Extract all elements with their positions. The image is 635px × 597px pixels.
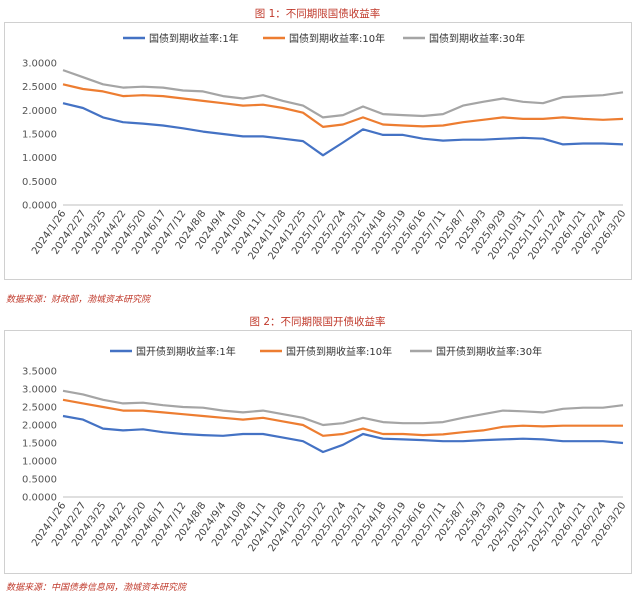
chart2-ytick-label: 2.0000 xyxy=(22,421,57,432)
chart1-source: 数据来源：财政部，渤城资本研究院 xyxy=(6,295,151,305)
chart1-ytick-label: 0.0000 xyxy=(22,201,57,212)
chart2-ytick-label: 0.5000 xyxy=(22,475,57,486)
chart2-legend-label-3: 国开债到期收益率:30年 xyxy=(436,345,542,358)
chart2-legend-label-1: 国开债到期收益率:1年 xyxy=(136,345,236,358)
chart2-ytick-label: 1.5000 xyxy=(22,439,57,450)
chart2-ytick-label: 2.5000 xyxy=(22,403,57,414)
chart2-ytick-label: 3.5000 xyxy=(22,367,57,378)
chart1-series-line-3 xyxy=(62,69,624,119)
chart1-ytick-label: 2.5000 xyxy=(22,82,57,93)
chart2-source: 数据来源：中国债券信息网，渤城资本研究院 xyxy=(6,583,187,593)
chart1-ytick-label: 1.0000 xyxy=(22,153,57,164)
chart1-legend-label-2: 国债到期收益率:10年 xyxy=(289,32,385,45)
chart2-series-line-2 xyxy=(62,398,623,437)
chart1-panel: 国债到期收益率:1年 国债到期收益率:10年 国债到期收益率:30年 3.0000 2.… xyxy=(4,22,632,280)
chart2-ytick-label: 0.0000 xyxy=(22,493,57,504)
chart1-legend-label-3: 国债到期收益率:30年 xyxy=(429,32,525,45)
chart1-series-line-2 xyxy=(62,83,624,129)
chart1-series-line-1 xyxy=(62,102,624,157)
chart2-series-line-3 xyxy=(62,389,624,427)
chart1-title: 图 1：不同期限国债收益率 xyxy=(254,8,381,20)
chart2-ytick-label: 1.0000 xyxy=(22,457,57,468)
chart2-panel: 国开债到期收益率:1年 国开债到期收益率:10年 国开债到期收益率:30年 3.500… xyxy=(4,330,632,574)
chart1-ytick-label: 2.0000 xyxy=(22,106,57,117)
chart2-svg: 国开债到期收益率:1年 国开债到期收益率:10年 国开债到期收益率:30年 3.500… xyxy=(22,345,628,554)
chart1-ytick-label: 1.5000 xyxy=(22,130,57,141)
chart2-series-line-1 xyxy=(62,414,624,454)
chart1-ytick-label: 0.5000 xyxy=(22,177,57,188)
chart1-svg: 国债到期收益率:1年 国债到期收益率:10年 国债到期收益率:30年 3.0000 2.… xyxy=(22,32,628,262)
chart1-legend-label-1: 国债到期收益率:1年 xyxy=(149,32,239,45)
chart2-title: 图 2：不同期限国开债收益率 xyxy=(249,316,386,328)
chart2-ytick-label: 3.0000 xyxy=(22,385,57,396)
chart1-ytick-label: 3.0000 xyxy=(22,59,57,70)
chart2-legend-label-2: 国开债到期收益率:10年 xyxy=(286,345,392,358)
